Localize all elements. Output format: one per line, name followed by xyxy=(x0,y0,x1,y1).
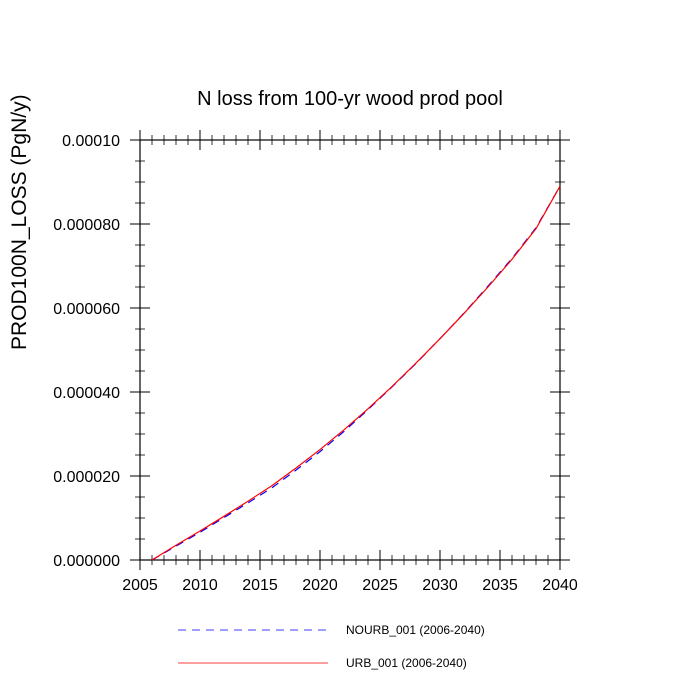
legend-label-2: URB_001 (2006-2040) xyxy=(346,656,467,670)
x-tick-label: 2015 xyxy=(242,577,278,594)
series-line-2 xyxy=(151,185,561,561)
y-tick-label: 0.000000 xyxy=(53,553,120,570)
x-tick-label: 2020 xyxy=(302,577,338,594)
plot-border xyxy=(139,139,561,561)
x-tick-label: 2030 xyxy=(422,577,458,594)
series-line-1 xyxy=(151,185,561,561)
x-tick-label: 2005 xyxy=(122,577,158,594)
legend-label-1: NOURB_001 (2006-2040) xyxy=(346,623,485,637)
x-tick-label: 2010 xyxy=(182,577,218,594)
x-tick-label: 2040 xyxy=(542,577,578,594)
y-tick-label: 0.000080 xyxy=(53,217,120,234)
y-tick-label: 0.00010 xyxy=(62,133,120,150)
y-tick-label: 0.000060 xyxy=(53,301,120,318)
y-tick-label: 0.000040 xyxy=(53,385,120,402)
x-tick-label: 2035 xyxy=(482,577,518,594)
x-tick-label: 2025 xyxy=(362,577,398,594)
y-tick-label: 0.000020 xyxy=(53,469,120,486)
chart-title: N loss from 100-yr wood prod pool xyxy=(197,88,503,110)
